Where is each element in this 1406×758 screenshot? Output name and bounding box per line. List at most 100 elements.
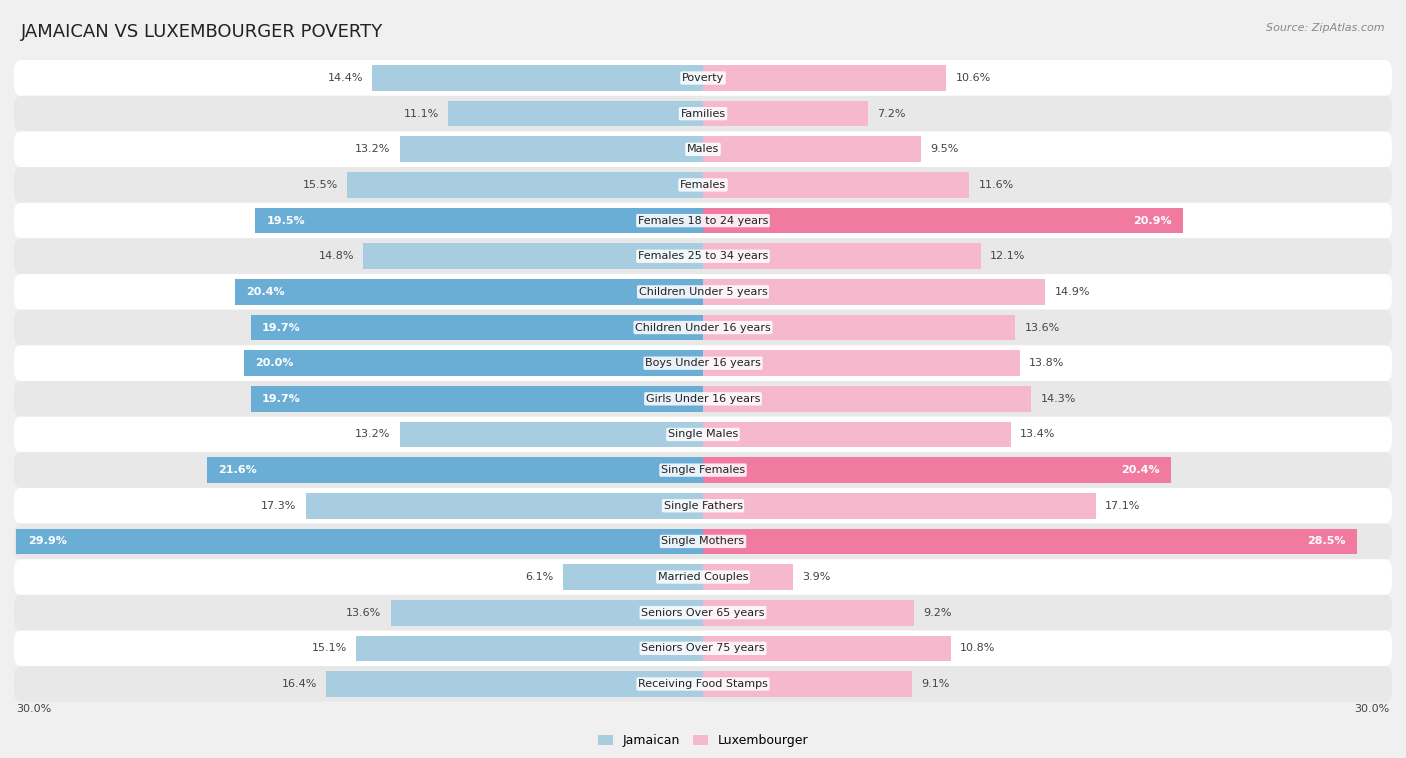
- Text: Females: Females: [681, 180, 725, 190]
- Text: 20.9%: 20.9%: [1133, 215, 1171, 226]
- Text: 28.5%: 28.5%: [1308, 537, 1346, 547]
- FancyBboxPatch shape: [14, 60, 1392, 96]
- Text: Children Under 5 years: Children Under 5 years: [638, 287, 768, 297]
- Bar: [562, 564, 703, 590]
- Text: 14.9%: 14.9%: [1054, 287, 1090, 297]
- Bar: [250, 315, 703, 340]
- FancyBboxPatch shape: [14, 631, 1392, 666]
- Bar: [703, 386, 1032, 412]
- Text: 10.6%: 10.6%: [956, 73, 991, 83]
- Text: 11.1%: 11.1%: [404, 108, 439, 119]
- Bar: [449, 101, 703, 127]
- Bar: [703, 279, 1045, 305]
- Text: Married Couples: Married Couples: [658, 572, 748, 582]
- Bar: [363, 243, 703, 269]
- Text: 20.0%: 20.0%: [256, 359, 294, 368]
- Text: 3.9%: 3.9%: [801, 572, 830, 582]
- Text: 13.4%: 13.4%: [1019, 430, 1056, 440]
- Text: Children Under 16 years: Children Under 16 years: [636, 323, 770, 333]
- Bar: [305, 493, 703, 518]
- Bar: [235, 279, 703, 305]
- FancyBboxPatch shape: [14, 524, 1392, 559]
- Text: Males: Males: [688, 144, 718, 155]
- FancyBboxPatch shape: [14, 203, 1392, 239]
- Text: 14.8%: 14.8%: [318, 251, 354, 262]
- Text: 29.9%: 29.9%: [28, 537, 66, 547]
- Text: 9.1%: 9.1%: [921, 679, 949, 689]
- Text: Receiving Food Stamps: Receiving Food Stamps: [638, 679, 768, 689]
- Text: 19.7%: 19.7%: [262, 323, 301, 333]
- Text: Single Mothers: Single Mothers: [661, 537, 745, 547]
- Bar: [207, 457, 703, 483]
- Text: Families: Families: [681, 108, 725, 119]
- Text: JAMAICAN VS LUXEMBOURGER POVERTY: JAMAICAN VS LUXEMBOURGER POVERTY: [21, 23, 384, 41]
- Text: 14.4%: 14.4%: [328, 73, 363, 83]
- Text: Single Fathers: Single Fathers: [664, 501, 742, 511]
- Bar: [703, 528, 1358, 554]
- FancyBboxPatch shape: [14, 666, 1392, 702]
- Bar: [356, 635, 703, 661]
- FancyBboxPatch shape: [14, 274, 1392, 310]
- Bar: [703, 564, 793, 590]
- Bar: [703, 635, 950, 661]
- Text: 11.6%: 11.6%: [979, 180, 1014, 190]
- Text: 17.1%: 17.1%: [1105, 501, 1140, 511]
- FancyBboxPatch shape: [14, 595, 1392, 631]
- Text: 9.5%: 9.5%: [931, 144, 959, 155]
- FancyBboxPatch shape: [14, 167, 1392, 203]
- Bar: [326, 671, 703, 697]
- Text: 20.4%: 20.4%: [246, 287, 284, 297]
- Bar: [347, 172, 703, 198]
- Text: 30.0%: 30.0%: [17, 704, 52, 714]
- FancyBboxPatch shape: [14, 96, 1392, 131]
- FancyBboxPatch shape: [14, 453, 1392, 488]
- Text: Females 25 to 34 years: Females 25 to 34 years: [638, 251, 768, 262]
- Text: Girls Under 16 years: Girls Under 16 years: [645, 394, 761, 404]
- Text: Boys Under 16 years: Boys Under 16 years: [645, 359, 761, 368]
- FancyBboxPatch shape: [14, 381, 1392, 417]
- Text: Seniors Over 75 years: Seniors Over 75 years: [641, 644, 765, 653]
- Bar: [399, 421, 703, 447]
- Bar: [703, 671, 912, 697]
- Bar: [17, 528, 703, 554]
- Text: 19.5%: 19.5%: [267, 215, 305, 226]
- Text: 14.3%: 14.3%: [1040, 394, 1076, 404]
- Text: 13.6%: 13.6%: [346, 608, 381, 618]
- Bar: [373, 65, 703, 91]
- Bar: [703, 493, 1095, 518]
- Text: 15.1%: 15.1%: [312, 644, 347, 653]
- Bar: [703, 136, 921, 162]
- Text: 6.1%: 6.1%: [526, 572, 554, 582]
- Bar: [703, 65, 946, 91]
- Bar: [250, 386, 703, 412]
- Legend: Jamaican, Luxembourger: Jamaican, Luxembourger: [593, 729, 813, 753]
- FancyBboxPatch shape: [14, 346, 1392, 381]
- Bar: [703, 600, 914, 625]
- Text: 12.1%: 12.1%: [990, 251, 1025, 262]
- Bar: [703, 315, 1015, 340]
- Bar: [703, 421, 1011, 447]
- Bar: [399, 136, 703, 162]
- Text: Source: ZipAtlas.com: Source: ZipAtlas.com: [1267, 23, 1385, 33]
- Bar: [703, 101, 869, 127]
- Text: 30.0%: 30.0%: [1354, 704, 1389, 714]
- Text: 13.6%: 13.6%: [1025, 323, 1060, 333]
- Text: Seniors Over 65 years: Seniors Over 65 years: [641, 608, 765, 618]
- Bar: [703, 457, 1171, 483]
- Text: 13.2%: 13.2%: [356, 430, 391, 440]
- Bar: [703, 172, 969, 198]
- Text: 10.8%: 10.8%: [960, 644, 995, 653]
- Bar: [391, 600, 703, 625]
- Text: 20.4%: 20.4%: [1122, 465, 1160, 475]
- Text: 19.7%: 19.7%: [262, 394, 301, 404]
- Text: 15.5%: 15.5%: [302, 180, 337, 190]
- Text: Females 18 to 24 years: Females 18 to 24 years: [638, 215, 768, 226]
- FancyBboxPatch shape: [14, 488, 1392, 524]
- Bar: [703, 208, 1182, 233]
- Bar: [703, 243, 981, 269]
- Text: 13.8%: 13.8%: [1029, 359, 1064, 368]
- Text: Single Females: Single Females: [661, 465, 745, 475]
- Text: 13.2%: 13.2%: [356, 144, 391, 155]
- FancyBboxPatch shape: [14, 310, 1392, 346]
- Text: 21.6%: 21.6%: [218, 465, 257, 475]
